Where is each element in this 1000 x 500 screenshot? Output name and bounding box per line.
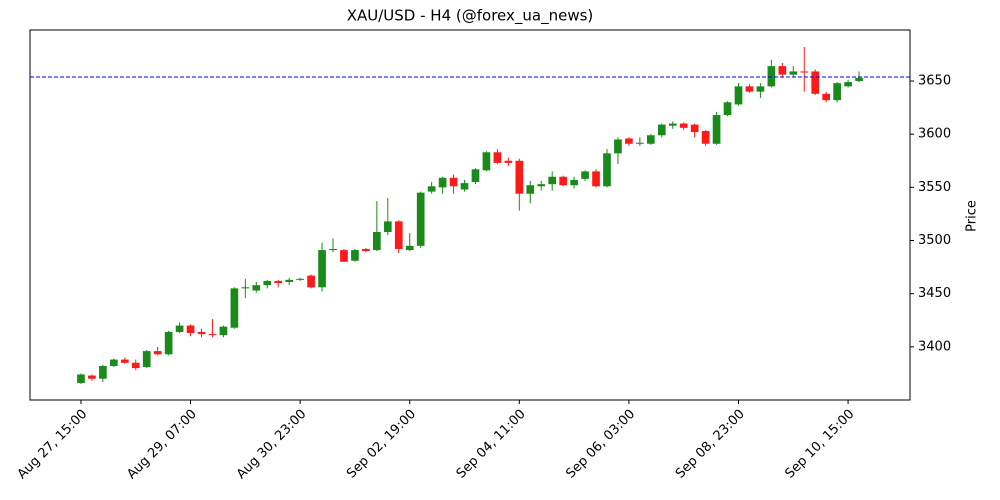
candle-body — [636, 142, 644, 144]
candle-body — [460, 183, 469, 190]
candle-body — [362, 249, 370, 252]
candle-body — [493, 152, 502, 163]
candle-body — [515, 160, 524, 194]
candle-body — [99, 365, 107, 379]
candle-body — [197, 331, 206, 335]
candle-body — [679, 123, 688, 128]
x-tick-label: Aug 27, 15:00 — [15, 407, 91, 483]
candle-body — [471, 169, 480, 183]
candle-body — [449, 177, 458, 187]
candle-body — [701, 131, 710, 144]
y-tick-label: 3400 — [918, 339, 951, 354]
y-axis-label: Price — [965, 200, 980, 232]
candle-body — [263, 280, 272, 286]
candle-body — [405, 245, 414, 251]
candle-body — [351, 250, 359, 261]
y-tick-label: 3550 — [918, 180, 951, 195]
candle-body — [581, 171, 589, 179]
candle-body — [789, 71, 798, 75]
candle-body — [416, 192, 425, 246]
x-tick-label: Sep 02, 19:00 — [344, 407, 419, 482]
candle-body — [274, 280, 283, 284]
chart-title: XAU/USD - H4 (@forex_ua_news) — [347, 7, 594, 26]
candle-body — [625, 138, 633, 144]
candle-body — [745, 86, 754, 92]
candle-body — [110, 359, 118, 366]
candle-body — [241, 287, 250, 289]
candle-body — [340, 250, 348, 262]
candle-body — [307, 275, 315, 288]
candle-body — [800, 71, 809, 73]
candle-body — [712, 115, 721, 144]
candle-body — [504, 160, 513, 163]
candle-body — [537, 184, 546, 187]
candle-body — [219, 326, 228, 336]
x-tick-label: Aug 29, 07:00 — [124, 407, 200, 483]
candle-body — [559, 176, 567, 186]
candle-body — [252, 285, 261, 291]
y-tick-label: 3450 — [918, 286, 951, 301]
candle-body — [77, 374, 85, 383]
candle-body — [844, 82, 852, 87]
candle-body — [383, 221, 392, 233]
candle-body — [153, 351, 162, 355]
candle-body — [120, 359, 129, 363]
candle-body — [855, 77, 863, 82]
candle-body — [175, 325, 184, 332]
candle-body — [690, 124, 699, 133]
candle-body — [329, 249, 337, 251]
candle-body — [822, 93, 830, 101]
candle-body — [657, 124, 666, 136]
candle-body — [778, 66, 787, 75]
candle-body — [285, 279, 294, 282]
candle-body — [756, 86, 765, 92]
candle-body — [548, 176, 557, 185]
candle-body — [767, 66, 776, 87]
candle-body — [614, 139, 622, 154]
plot-frame — [29, 29, 911, 401]
candle-body — [394, 221, 403, 250]
x-tick-label: Sep 08, 23:00 — [673, 407, 748, 482]
y-tick-label: 3600 — [918, 127, 951, 142]
candle-body — [811, 71, 820, 94]
candle-body — [296, 278, 304, 280]
y-tick-label: 3500 — [918, 233, 951, 248]
candle-body — [833, 83, 841, 101]
candle-body — [734, 86, 743, 105]
candle-body — [318, 250, 326, 288]
x-tick-label: Sep 06, 03:00 — [563, 407, 638, 482]
candle-body — [438, 177, 447, 188]
candle-body — [668, 123, 677, 126]
candle-body — [164, 331, 173, 355]
candle-body — [723, 102, 732, 116]
candle-body — [570, 179, 578, 186]
candle-body — [88, 375, 96, 379]
candle-body — [131, 362, 140, 369]
x-tick-label: Sep 04, 11:00 — [454, 407, 529, 482]
candle-body — [526, 185, 535, 194]
candle-body — [230, 288, 239, 328]
candle-body — [142, 351, 151, 368]
candle-body — [646, 135, 655, 144]
x-tick-label: Sep 10, 15:00 — [782, 407, 857, 482]
candle-body — [592, 171, 600, 187]
candle-body — [208, 334, 217, 336]
candle-body — [373, 232, 381, 251]
candle-body — [603, 153, 611, 187]
x-tick-label: Aug 30, 23:00 — [234, 407, 310, 483]
candle-body — [186, 325, 195, 334]
candle-body — [427, 186, 436, 192]
y-tick-label: 3650 — [918, 74, 951, 89]
candle-body — [482, 152, 491, 171]
